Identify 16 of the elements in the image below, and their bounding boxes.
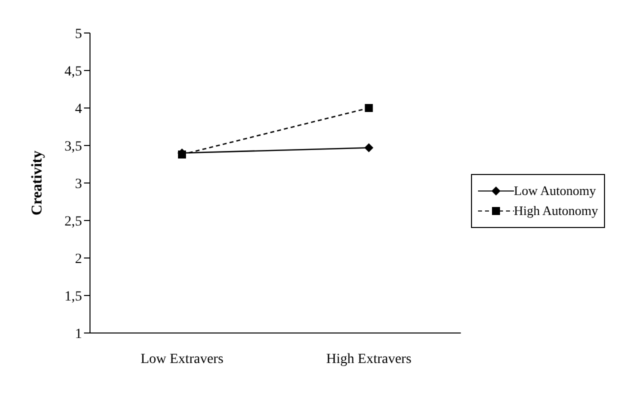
y-tick-label: 4,5 bbox=[64, 64, 82, 80]
y-tick-label: 5 bbox=[75, 26, 82, 42]
legend-label: Low Autonomy bbox=[514, 182, 596, 198]
point bbox=[364, 104, 373, 112]
y-tick-label: 2 bbox=[75, 252, 82, 267]
y-tick-label: 4 bbox=[75, 102, 82, 117]
y-tick-label: 3 bbox=[75, 176, 82, 192]
legend-label: High Autonomy bbox=[514, 202, 598, 218]
y-axis-title: Creativity bbox=[29, 150, 46, 216]
x-tick-label: Low Extravers bbox=[140, 352, 224, 367]
x-tick-label: High Extravers bbox=[326, 352, 412, 367]
point bbox=[364, 143, 374, 152]
y-tick-label: 1 bbox=[75, 326, 82, 342]
y-tick-label: 1,5 bbox=[64, 289, 82, 304]
y-tick-label: 3,5 bbox=[64, 139, 82, 154]
y-tick-label: 2,5 bbox=[64, 214, 82, 230]
